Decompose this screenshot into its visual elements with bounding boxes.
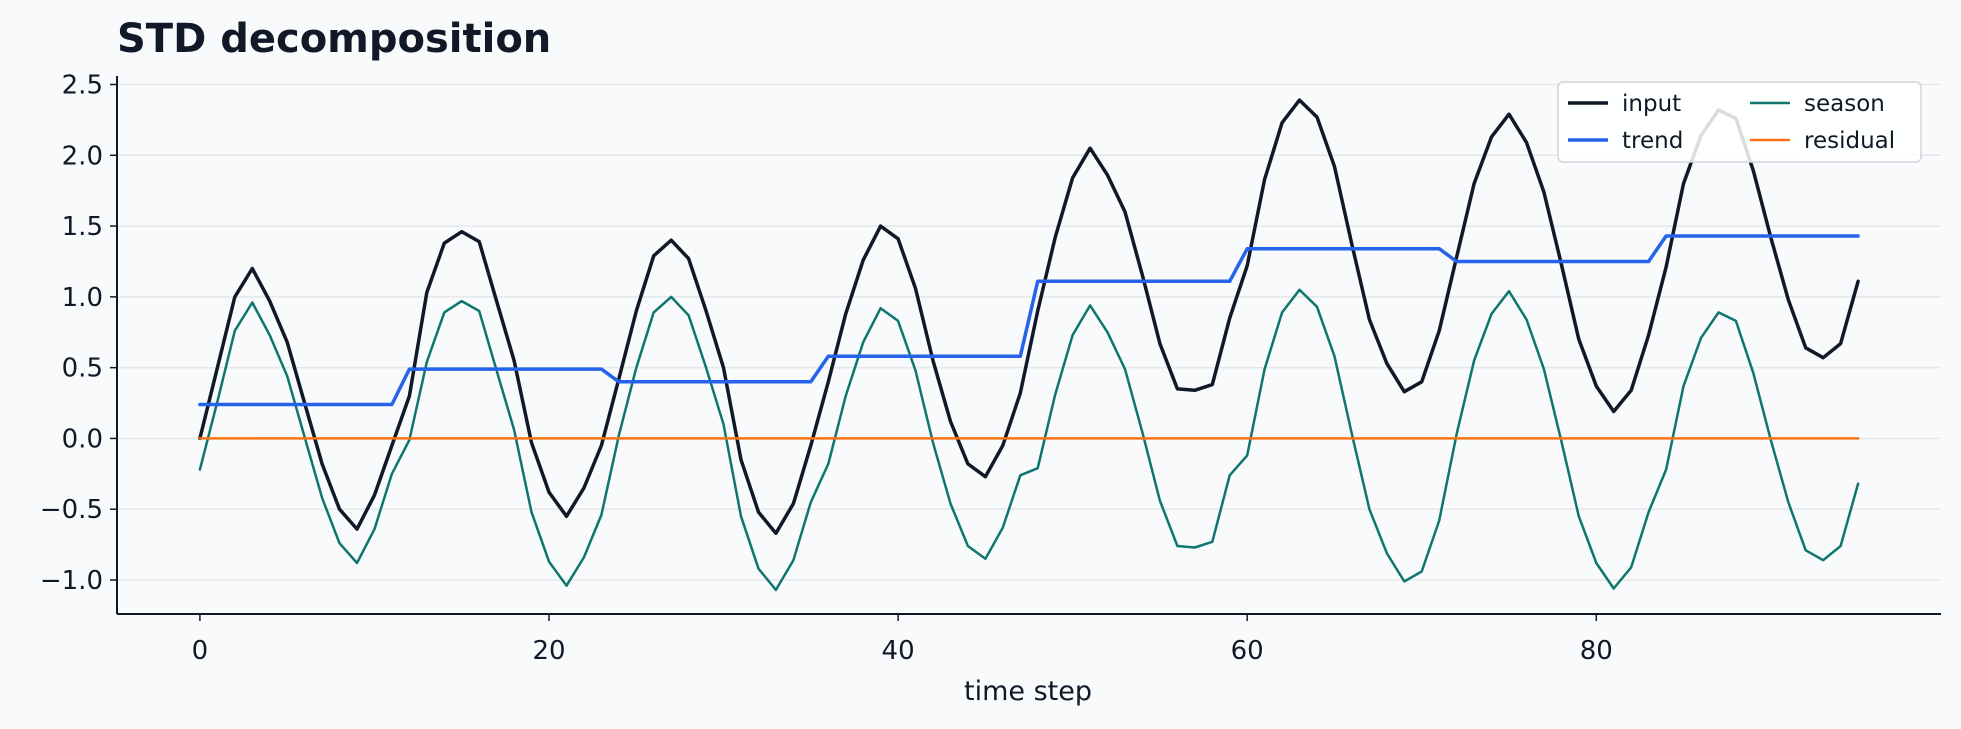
y-tick-label: 2.5	[62, 70, 103, 100]
chart-title: STD decomposition	[117, 16, 551, 62]
y-tick-label: 0.0	[62, 424, 103, 454]
y-tick-label: −0.5	[40, 495, 103, 525]
x-axis-label: time step	[964, 676, 1092, 707]
y-tick-label: 0.5	[62, 354, 103, 384]
y-tick-label: 1.0	[62, 283, 103, 313]
legend-label-trend: trend	[1622, 128, 1683, 154]
x-ticks: 0 20 40 60 80	[192, 614, 1613, 666]
y-ticks: −1.0 −0.5 0.0 0.5 1.0 1.5 2.0 2.5	[40, 70, 117, 596]
series-line-input	[198, 98, 1860, 536]
x-tick-label: 40	[882, 636, 915, 666]
y-tick-label: −1.0	[40, 566, 103, 596]
legend: input season trend residual	[1557, 81, 1922, 163]
series-line-season	[198, 288, 1860, 592]
x-tick-label: 60	[1231, 636, 1264, 666]
x-tick-label: 80	[1580, 636, 1613, 666]
series-line-trend	[198, 234, 1860, 407]
x-tick-label: 20	[532, 636, 565, 666]
legend-box	[1557, 81, 1922, 163]
legend-label-residual: residual	[1804, 128, 1895, 154]
legend-label-input: input	[1622, 91, 1681, 117]
legend-label-season: season	[1804, 91, 1885, 117]
y-tick-label: 1.5	[62, 212, 103, 242]
series-layer	[198, 98, 1860, 592]
y-tick-label: 2.0	[62, 141, 103, 171]
x-tick-label: 0	[192, 636, 209, 666]
axes	[116, 76, 1941, 615]
